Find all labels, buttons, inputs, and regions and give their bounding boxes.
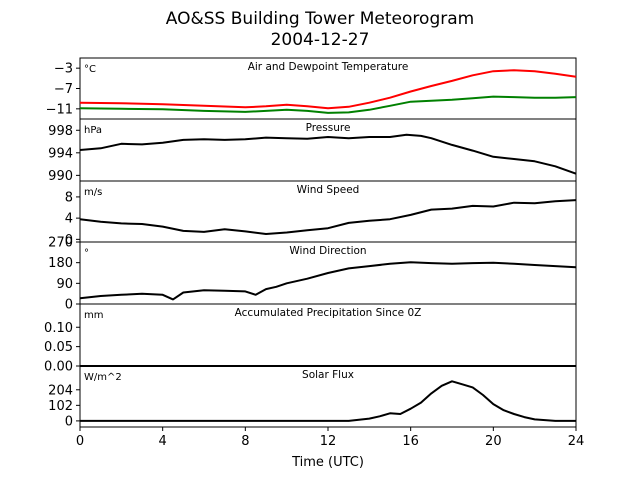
chart-title-line2: 2004-12-27 bbox=[271, 30, 370, 50]
panel-title: Accumulated Precipitation Since 0Z bbox=[235, 307, 422, 319]
series-line-1 bbox=[79, 199, 577, 235]
y-tick-label: 0 bbox=[65, 233, 73, 248]
panel-2: 998 994 990 hPa Pressure bbox=[48, 118, 577, 184]
x-tick-label: 12 bbox=[320, 434, 337, 449]
x-axis: 0 4 8 12 16 20 24 bbox=[76, 427, 584, 449]
panel-title: Pressure bbox=[306, 122, 351, 134]
series-line-1 bbox=[79, 261, 577, 301]
panel-title: Wind Direction bbox=[289, 245, 366, 257]
y-tick-label: 0.05 bbox=[44, 340, 73, 355]
panel-title: Solar Flux bbox=[302, 369, 354, 381]
y-tick-label: 998 bbox=[48, 124, 73, 139]
panels-group: −3 −7 −11 °C Air and Dewpoint Temperature 998… bbox=[44, 57, 577, 429]
panel-5: 0.10 0.05 0.00 mm Accumulated Precipitation … bbox=[44, 303, 577, 375]
series-line-2 bbox=[79, 95, 577, 114]
y-tick-label: −3 bbox=[54, 62, 73, 77]
y-tick-label: 8 bbox=[65, 190, 73, 205]
y-tick-label: 90 bbox=[56, 277, 73, 292]
panel-title: Wind Speed bbox=[297, 184, 360, 196]
y-tick-label: 204 bbox=[48, 383, 73, 398]
panel-unit-label: mm bbox=[84, 310, 103, 321]
series-line-1 bbox=[79, 69, 577, 110]
panel-4: 270 180 90 0 ° Wind Direction bbox=[48, 236, 577, 313]
x-tick-label: 24 bbox=[568, 434, 585, 449]
y-tick-label: −11 bbox=[46, 102, 73, 117]
x-tick-label: 8 bbox=[241, 434, 249, 449]
panel-unit-label: W/m^2 bbox=[84, 372, 122, 383]
x-tick-label: 0 bbox=[76, 434, 84, 449]
chart-title-line1: AO&SS Building Tower Meteorogram bbox=[166, 9, 474, 29]
series-line-1 bbox=[80, 380, 576, 422]
panel-unit-label: °C bbox=[84, 64, 96, 75]
y-tick-label: 270 bbox=[48, 236, 73, 251]
panel-unit-label: ° bbox=[84, 248, 89, 259]
y-tick-label: 0 bbox=[65, 414, 73, 429]
panel-unit-label: m/s bbox=[84, 187, 102, 198]
panel-3: 8 4 0 m/s Wind Speed bbox=[65, 180, 577, 248]
x-tick-label: 4 bbox=[159, 434, 167, 449]
y-tick-label: 0 bbox=[65, 298, 73, 313]
x-tick-label: 20 bbox=[485, 434, 502, 449]
y-tick-label: 4 bbox=[65, 212, 73, 227]
series-line-1 bbox=[79, 133, 577, 175]
x-tick-label: 16 bbox=[402, 434, 419, 449]
y-tick-label: 994 bbox=[48, 146, 73, 161]
x-axis-label: Time (UTC) bbox=[291, 455, 364, 470]
y-tick-label: −7 bbox=[54, 82, 73, 97]
y-tick-label: 0.10 bbox=[44, 321, 73, 336]
y-tick-label: 0.00 bbox=[44, 360, 73, 375]
panel-1: −3 −7 −11 °C Air and Dewpoint Temperature bbox=[46, 57, 577, 120]
y-tick-label: 102 bbox=[48, 399, 73, 414]
y-tick-label: 180 bbox=[48, 256, 73, 271]
panel-unit-label: hPa bbox=[84, 125, 102, 136]
y-tick-label: 990 bbox=[48, 169, 73, 184]
panel-title: Air and Dewpoint Temperature bbox=[248, 61, 409, 73]
